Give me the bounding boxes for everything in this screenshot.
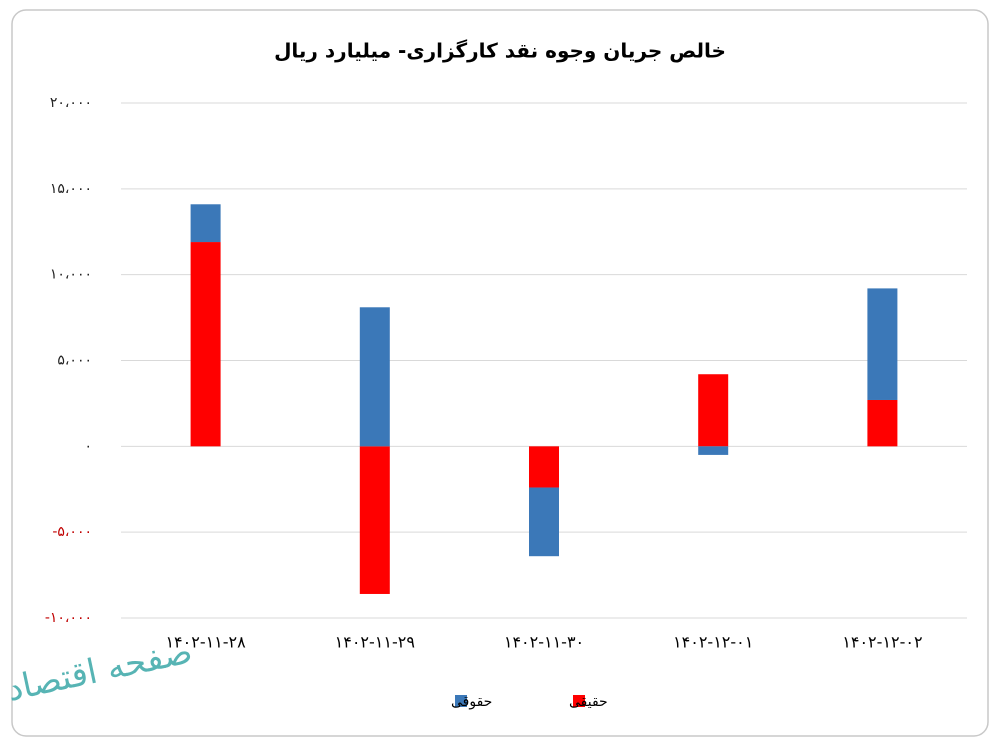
- y-tick-label: ۵،۰۰۰: [57, 353, 92, 369]
- chart-title: خالص جریان وجوه نقد کارگزاری- میلیارد ری…: [274, 39, 726, 63]
- y-tick-label: ۲۰،۰۰۰: [50, 95, 92, 111]
- y-tick-label: -۱۰،۰۰۰: [45, 610, 92, 626]
- y-tick-label: ۱۰،۰۰۰: [50, 267, 92, 283]
- legend-swatch: [455, 695, 467, 707]
- x-tick-label: ۱۴۰۲-۱۲-۰۲: [842, 633, 922, 652]
- bar-segment: [698, 446, 729, 455]
- chart-frame: [11, 9, 989, 737]
- bar-segment: [529, 446, 559, 488]
- bar-segment: [359, 307, 390, 447]
- y-tick-label: -۵،۰۰۰: [52, 524, 92, 540]
- x-tick-label: ۱۴۰۲-۱۲-۰۱: [673, 633, 753, 652]
- x-tick-label: ۱۴۰۲-۱۱-۲۸: [165, 633, 246, 652]
- y-tick-label: ۰: [84, 438, 92, 454]
- bar-segment: [867, 399, 898, 447]
- bar-segment: [529, 487, 559, 557]
- bar-segment: [190, 242, 221, 447]
- legend-label: حقوقی: [451, 694, 492, 710]
- bar-segment: [867, 288, 898, 400]
- bar-segment: [359, 446, 390, 594]
- bar-segment: [698, 374, 729, 447]
- x-tick-label: ۱۴۰۲-۱۱-۳۰: [504, 633, 584, 652]
- y-tick-label: ۱۵،۰۰۰: [50, 181, 92, 197]
- bar-segment: [190, 204, 221, 243]
- legend-label: حقیقی: [569, 694, 608, 710]
- x-tick-label: ۱۴۰۲-۱۱-۲۹: [335, 633, 415, 652]
- legend-swatch: [573, 695, 585, 707]
